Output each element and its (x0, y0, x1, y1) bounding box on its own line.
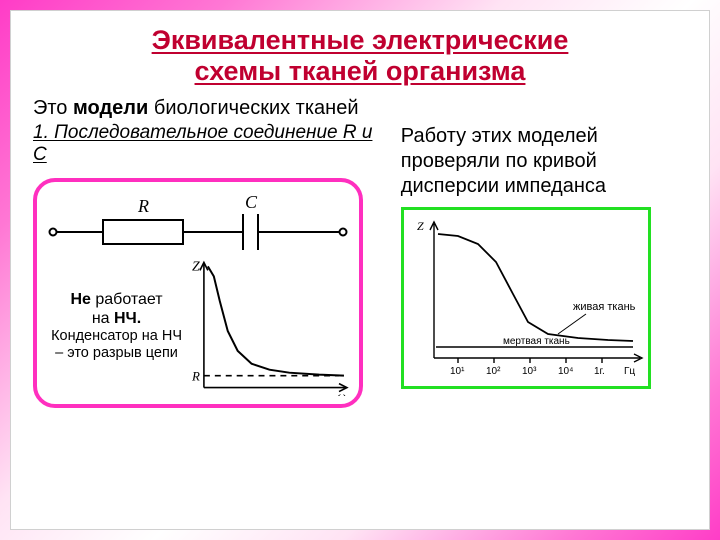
subtitle: Это модели биологических тканей (33, 97, 687, 120)
left-x-label: ω (337, 389, 346, 396)
left-curve-path (208, 266, 344, 375)
series-rc-circuit-diagram: R C (47, 192, 349, 254)
xtick-1: 10² (486, 366, 501, 377)
xtick-5: Гц (624, 366, 635, 377)
title-line-2: схемы тканей организма (195, 56, 526, 86)
circuit-lower-row: Не работает на НЧ. Конденсатор на НЧ – э… (47, 256, 349, 396)
right-text: Работу этих моделей проверяли по кривой … (401, 124, 687, 199)
left-y-label: Z (192, 259, 200, 274)
xtick-3: 10⁴ (558, 366, 573, 377)
slide-card: Эквивалентные электрические схемы тканей… (10, 10, 710, 530)
slide-title: Эквивалентные электрические схемы тканей… (33, 25, 687, 87)
circuit-block: R C Не работает на НЧ. Конденсатор на НЧ… (33, 178, 363, 408)
title-line-1: Эквивалентные электрические (152, 25, 569, 55)
capacitor-label: C (245, 192, 258, 212)
content-columns: 1. Последовательное соединение R и C R (33, 122, 687, 408)
left-column: 1. Последовательное соединение R и C R (33, 122, 391, 408)
dispersion-chart-frame: Z живая ткань мертвая ткань 10¹ 10² 10³ … (401, 207, 651, 389)
right-column: Работу этих моделей проверяли по кривой … (401, 122, 687, 408)
dead-tissue-label: мертвая ткань (503, 336, 570, 347)
live-tissue-label: живая ткань (573, 301, 636, 313)
right-y-label: Z (417, 219, 424, 233)
xtick-4: 1г. (594, 366, 605, 377)
circuit-note: Не работает на НЧ. Конденсатор на НЧ – э… (47, 290, 186, 363)
resistor-label: R (137, 196, 149, 216)
section-1-label: 1. Последовательное соединение R и C (33, 122, 391, 166)
left-dash-label: R (191, 369, 200, 384)
xtick-0: 10¹ (450, 366, 465, 377)
xtick-2: 10³ (522, 366, 537, 377)
impedance-curve-left: Z R ω (190, 256, 349, 396)
live-tissue-curve (438, 234, 633, 341)
dispersion-chart: Z живая ткань мертвая ткань 10¹ 10² 10³ … (408, 214, 650, 382)
